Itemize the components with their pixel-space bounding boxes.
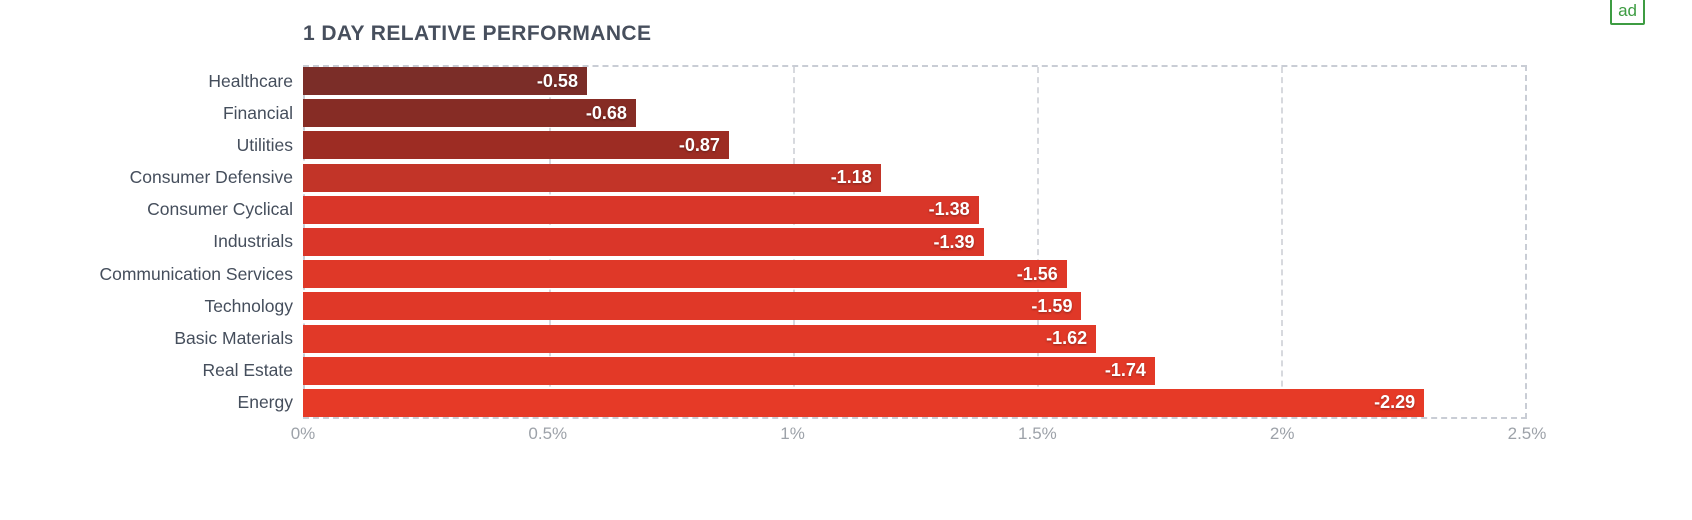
bar-consumer-cyclical[interactable]: -1.38	[303, 195, 979, 224]
bar-row: -1.59	[303, 292, 1527, 321]
bar-financial[interactable]: -0.68	[303, 99, 636, 128]
bar-value-label: -0.87	[678, 134, 720, 155]
bar-value-label: -0.68	[585, 102, 627, 123]
bar-consumer-defensive[interactable]: -1.18	[303, 163, 881, 192]
category-label: Financial	[222, 102, 293, 123]
x-tick-label: 1.5%	[1018, 424, 1057, 443]
bar-value-label: -1.56	[1016, 263, 1058, 284]
bar-value-label: -1.59	[1031, 295, 1073, 316]
gridline	[1037, 67, 1039, 417]
bar-value-label: -1.38	[928, 199, 970, 220]
bar-communication-services[interactable]: -1.56	[303, 260, 1067, 289]
bar-value-label: -1.62	[1046, 328, 1088, 349]
bar-row: -1.62	[303, 324, 1527, 353]
bar-industrials[interactable]: -1.39	[303, 228, 984, 256]
bar-value-label: -1.18	[830, 167, 872, 188]
ad-badge[interactable]: ad	[1610, 0, 1645, 25]
category-label: Technology	[204, 295, 293, 316]
bar-row: -1.39	[303, 228, 1527, 256]
x-tick-label: 0%	[290, 424, 316, 443]
bar-basic-materials[interactable]: -1.62	[303, 324, 1097, 353]
bar-row: -1.18	[303, 163, 1527, 192]
bar-value-label: -0.58	[536, 70, 578, 91]
category-axis: Healthcare Financial Utilities Consumer Def…	[0, 65, 293, 419]
bar-value-label: -1.74	[1104, 360, 1146, 381]
category-label: Industrials	[213, 231, 293, 252]
x-tick-label: 2.5%	[1507, 424, 1547, 443]
bar-real-estate[interactable]: -1.74	[303, 356, 1155, 385]
category-label: Communication Services	[99, 263, 293, 284]
bar-series: -0.58 -0.68 -0.87 -1.18 -1.38 -1.39 -1.56 -1.59…	[303, 65, 1527, 419]
category-label: Healthcare	[208, 70, 293, 91]
category-label: Energy	[237, 392, 293, 413]
bar-row: -0.87	[303, 131, 1527, 160]
x-tick-label: 1%	[780, 424, 805, 443]
bar-healthcare[interactable]: -0.58	[303, 67, 587, 96]
bar-row: -1.56	[303, 260, 1527, 289]
chart-title: 1 DAY RELATIVE PERFORMANCE	[303, 22, 652, 45]
x-tick-label: 0.5%	[528, 424, 568, 443]
bar-row: -0.68	[303, 99, 1527, 128]
category-label: Consumer Defensive	[129, 167, 293, 188]
gridline	[1281, 67, 1283, 417]
x-tick-label: 2%	[1269, 424, 1295, 443]
category-label: Basic Materials	[174, 328, 293, 349]
bar-energy[interactable]: -2.29	[303, 388, 1425, 417]
category-label: Utilities	[236, 134, 293, 155]
value-axis: 0% 0.5% 1% 1.5% 2% 2.5%	[291, 424, 1547, 450]
bar-utilities[interactable]: -0.87	[303, 131, 729, 160]
bar-technology[interactable]: -1.59	[303, 292, 1082, 321]
bar-row: -1.38	[303, 195, 1527, 224]
category-label: Real Estate	[202, 360, 293, 381]
bar-row: -0.58	[303, 67, 1527, 96]
category-label: Consumer Cyclical	[147, 199, 293, 220]
bar-row: -1.74	[303, 356, 1527, 385]
bar-value-label: -2.29	[1374, 392, 1416, 413]
bar-row: -2.29	[303, 388, 1527, 417]
bar-value-label: -1.39	[933, 231, 975, 252]
